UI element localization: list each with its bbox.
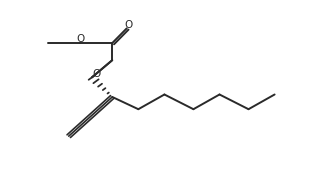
Text: O: O [124, 20, 132, 30]
Text: O: O [92, 69, 100, 79]
Text: O: O [76, 34, 85, 44]
